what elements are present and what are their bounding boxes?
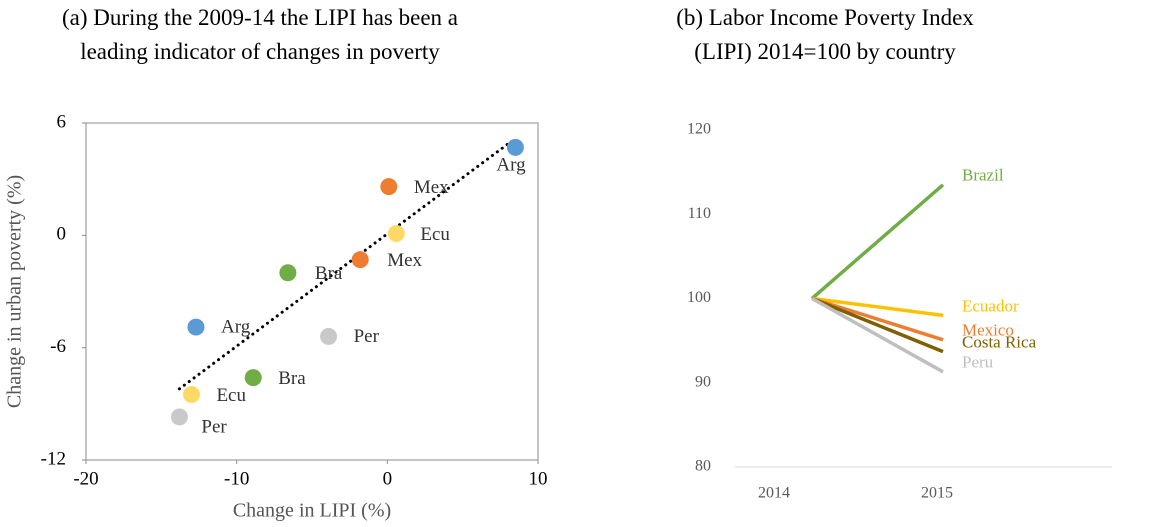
point — [351, 251, 369, 269]
plot-frame — [85, 122, 539, 461]
x-tick-label: 10 — [529, 468, 548, 489]
point-label: Bra — [278, 368, 306, 389]
series-label: Peru — [962, 353, 994, 372]
y-tick-label: 110 — [688, 205, 711, 222]
point — [182, 385, 200, 403]
point-label: Per — [201, 416, 227, 437]
title-line: (LIPI) 2014=100 by country — [694, 39, 956, 64]
point-label: Mex — [387, 250, 422, 271]
point — [244, 369, 262, 387]
x-tick-label: -20 — [73, 468, 98, 489]
point — [170, 408, 188, 426]
title-line: (b) Labor Income Poverty Index — [676, 5, 974, 30]
point — [506, 138, 524, 156]
point — [387, 224, 405, 242]
y-tick-label: 100 — [687, 289, 711, 306]
title-line: leading indicator of changes in poverty — [80, 39, 440, 64]
x-tick-label: -10 — [224, 468, 249, 489]
chart-title: (a) During the 2009-14 the LIPI has been… — [62, 5, 458, 64]
line — [811, 296, 944, 342]
line — [811, 296, 944, 318]
y-tick-label: -12 — [41, 448, 66, 469]
point-label: Bra — [315, 263, 343, 284]
point-label: Ecu — [216, 385, 246, 406]
point-label: Per — [354, 326, 380, 347]
y-tick-label: 0 — [57, 224, 67, 245]
y-tick-label: -6 — [50, 336, 66, 357]
point — [187, 318, 205, 336]
series-label: Costa Rica — [962, 332, 1037, 351]
series-label: Mexico — [962, 321, 1014, 340]
point — [320, 327, 338, 345]
series-label: Ecuador — [962, 296, 1019, 315]
point — [380, 178, 398, 196]
y-axis-label: Change in urban poverty (%) — [4, 175, 26, 408]
line — [811, 296, 944, 374]
x-tick-label: 0 — [383, 468, 393, 489]
line — [811, 296, 944, 354]
point-label: Ecu — [420, 224, 450, 245]
point-label: Mex — [414, 177, 449, 198]
x-tick-label: 2015 — [921, 485, 953, 502]
y-tick-label: 120 — [687, 121, 711, 138]
point-label: Arg — [496, 155, 526, 176]
point — [279, 264, 297, 282]
line — [810, 183, 945, 300]
series-label: Brazil — [962, 166, 1004, 185]
y-tick-label: 6 — [57, 111, 67, 132]
y-tick-label: 90 — [695, 373, 711, 390]
y-tick-label: 80 — [695, 458, 711, 475]
x-axis-label: Change in LIPI (%) — [233, 500, 391, 522]
chart-title: (b) Labor Income Poverty Index (LIPI) 201… — [676, 5, 974, 64]
title-line: (a) During the 2009-14 the LIPI has been… — [62, 5, 458, 30]
trendline — [177, 140, 513, 391]
x-tick-label: 2014 — [758, 485, 790, 502]
point-label: Arg — [221, 316, 251, 337]
